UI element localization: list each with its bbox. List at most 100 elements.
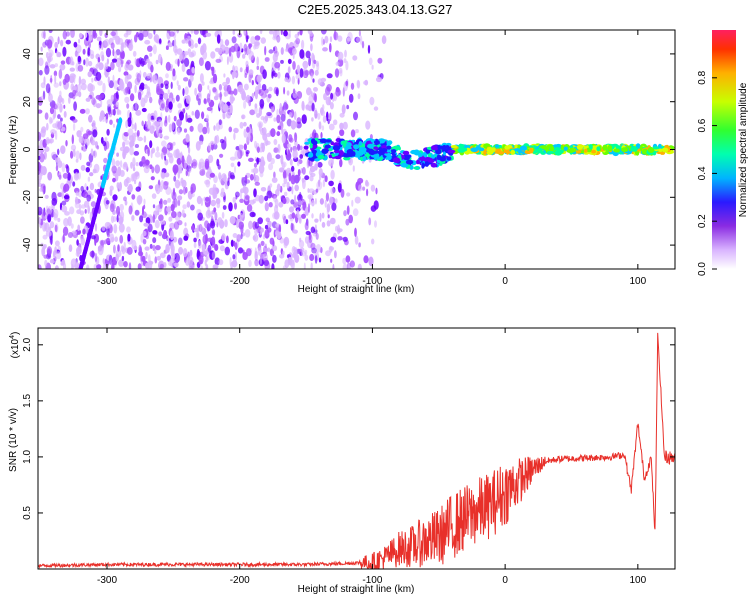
heatmap-cell (126, 59, 132, 65)
heatmap-cell (86, 194, 91, 202)
heatmap-cell (314, 93, 317, 103)
heatmap-cell (276, 35, 281, 43)
heatmap-cell (68, 244, 73, 252)
heatmap-cell (88, 114, 93, 123)
heatmap-cell (106, 99, 113, 107)
heatmap-cell (76, 239, 79, 246)
heatmap-cell (356, 79, 360, 89)
heatmap-cell (94, 252, 98, 263)
heatmap-cell (293, 201, 299, 208)
heatmap-cell (292, 149, 298, 159)
heatmap-cell (283, 86, 286, 95)
heatmap-cell (208, 142, 212, 151)
heatmap-cell (74, 262, 80, 269)
heatmap-cell (119, 78, 124, 88)
heatmap-cell (55, 240, 60, 247)
heatmap-cell (249, 211, 256, 218)
heatmap-cell (443, 151, 446, 156)
heatmap-cell (90, 53, 95, 60)
heatmap-cell (65, 31, 71, 37)
heatmap-cell (320, 77, 327, 82)
heatmap-cell (301, 213, 306, 219)
heatmap-cell (202, 50, 208, 60)
heatmap-cell (213, 175, 218, 184)
heatmap-cell (311, 117, 314, 122)
heatmap-cell (158, 214, 164, 222)
heatmap-cell (283, 177, 288, 185)
heatmap-cell (118, 110, 122, 115)
heatmap-cell (613, 148, 620, 153)
heatmap-cell (278, 167, 285, 173)
heatmap-cell (128, 262, 132, 269)
heatmap-cell (546, 150, 555, 154)
heatmap-cell (49, 64, 56, 69)
heatmap-cell (197, 123, 204, 133)
heatmap-cell (329, 36, 333, 43)
heatmap-cell (267, 93, 272, 99)
heatmap-cell (346, 104, 350, 110)
heatmap-cell (181, 155, 185, 165)
heatmap-cell (98, 95, 102, 102)
heatmap-cell (253, 188, 257, 198)
heatmap-cell (310, 262, 313, 269)
heatmap-cell (405, 159, 414, 165)
heatmap-cell (146, 58, 150, 63)
heatmap-cell (91, 235, 96, 240)
heatmap-cell (245, 60, 249, 68)
heatmap-cell (97, 80, 103, 86)
heatmap-cell (286, 118, 292, 127)
heatmap-cell (231, 71, 237, 78)
heatmap-cell (329, 42, 332, 53)
heatmap-cell (45, 137, 50, 145)
heatmap-cell (347, 31, 353, 42)
heatmap-cell (156, 83, 160, 92)
heatmap-cell (317, 161, 323, 168)
heatmap-cell (155, 126, 160, 134)
heatmap-cell (44, 194, 49, 199)
heatmap-cell (189, 125, 194, 132)
heatmap-cell (264, 202, 269, 212)
heatmap-cell (106, 232, 111, 238)
heatmap-cell (221, 233, 226, 242)
heatmap-cell (368, 256, 374, 267)
heatmap-cell (181, 179, 187, 188)
heatmap-cell (413, 166, 420, 170)
heatmap-cell (258, 164, 265, 174)
heatmap-cell (589, 144, 593, 150)
heatmap-cell (338, 150, 344, 156)
heatmap-cell (131, 106, 135, 111)
heatmap-cell (230, 96, 235, 102)
heatmap-cell (46, 246, 53, 256)
heatmap-cell (304, 141, 310, 145)
heatmap-cell (38, 131, 42, 142)
heatmap-cell (325, 86, 331, 96)
heatmap-cell (239, 212, 244, 221)
heatmap-cell (309, 165, 316, 173)
heatmap-cell (136, 130, 140, 137)
heatmap-cell (237, 161, 241, 167)
heatmap-cell (193, 30, 199, 35)
heatmap-cell (127, 128, 134, 138)
heatmap-cell (178, 169, 183, 174)
heatmap-cell (554, 150, 563, 156)
heatmap-cell (54, 224, 58, 233)
heatmap-cell (266, 227, 272, 233)
heatmap-cell (82, 228, 86, 235)
heatmap-cell (97, 245, 104, 256)
heatmap-cell (47, 213, 52, 223)
heatmap-cell (85, 167, 91, 173)
heatmap-cell (134, 84, 137, 94)
heatmap-cell (260, 253, 266, 260)
heatmap-cell (112, 48, 115, 57)
heatmap-cell (326, 203, 331, 213)
heatmap-cell (209, 220, 216, 229)
heatmap-cell (173, 175, 177, 182)
heatmap-cell (324, 144, 331, 149)
heatmap-cell (252, 167, 259, 174)
heatmap-cell (334, 155, 342, 160)
y-tick-label: 1.5 (22, 393, 33, 407)
heatmap-cell (363, 255, 369, 264)
heatmap-cell (175, 148, 180, 159)
heatmap-cell (292, 60, 296, 70)
heatmap-cell (148, 185, 154, 190)
